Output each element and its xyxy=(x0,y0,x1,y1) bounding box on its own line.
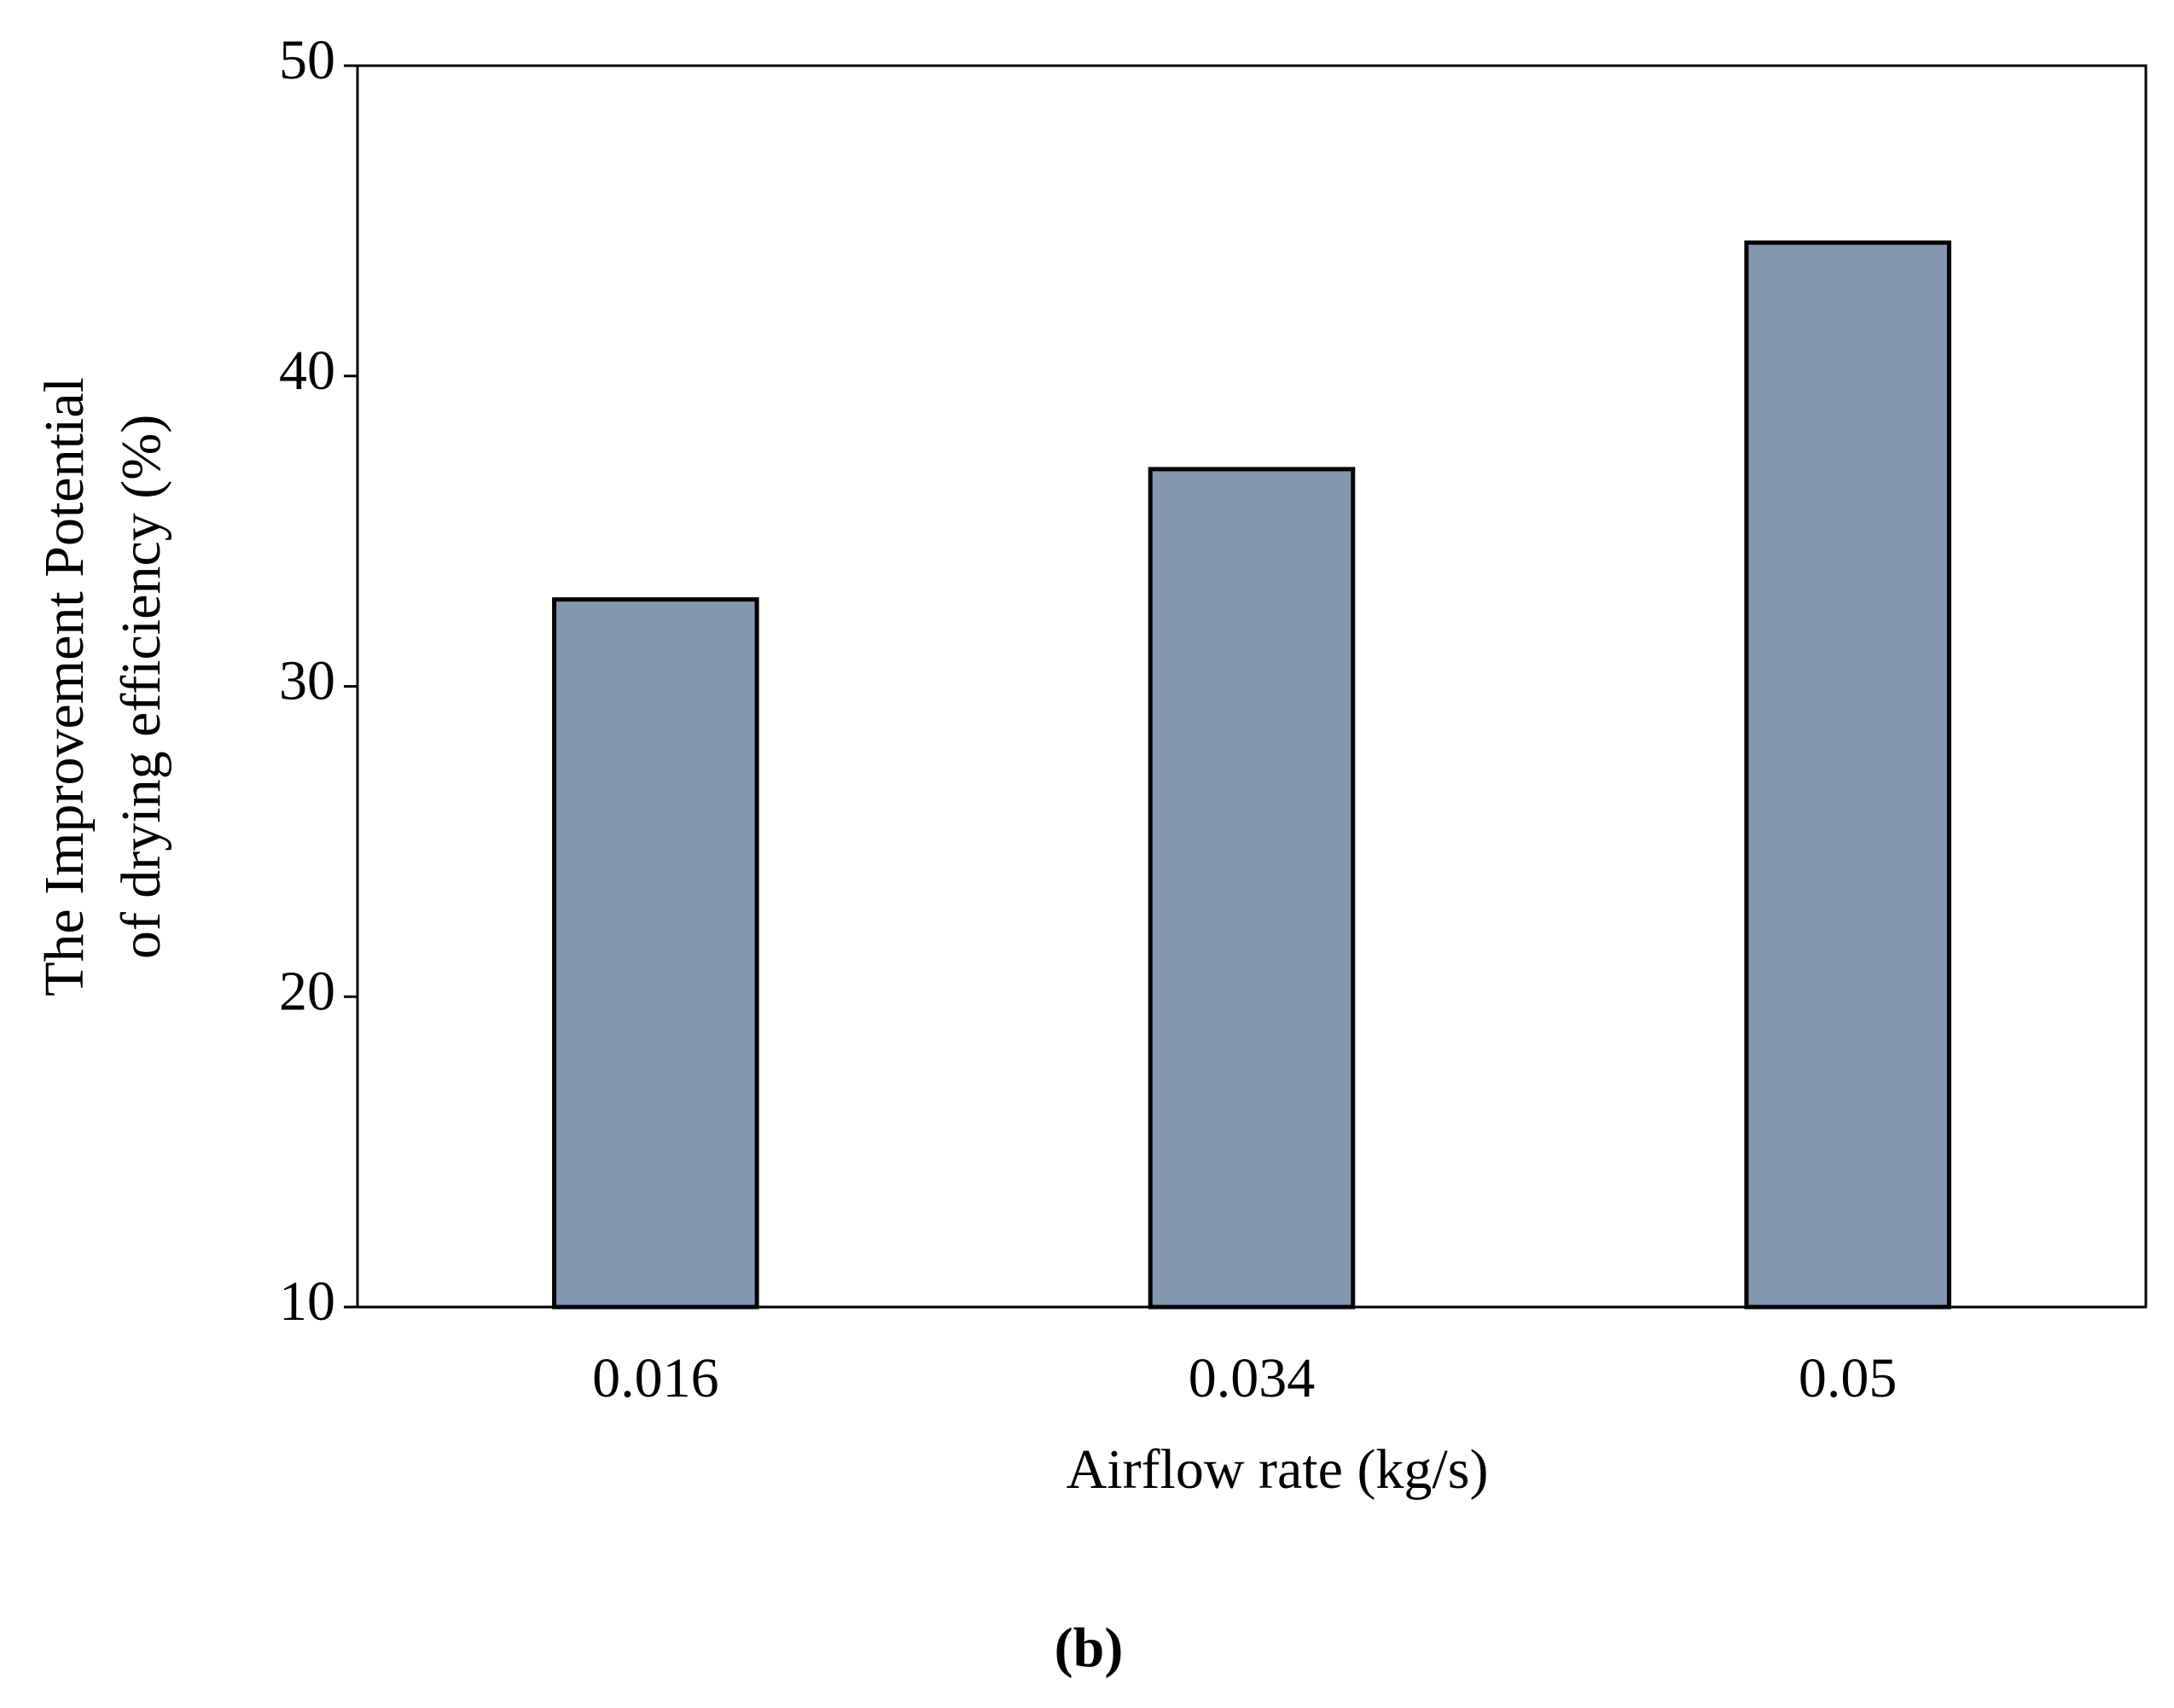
bar xyxy=(552,597,759,1310)
y-tick-label: 50 xyxy=(279,29,335,91)
y-axis-title: The Improvement Potential xyxy=(33,377,96,996)
y-tick-label: 10 xyxy=(279,1270,335,1333)
caption: (b) xyxy=(1055,1617,1124,1679)
y-tick-label: 40 xyxy=(279,340,335,402)
y-tick-label: 20 xyxy=(279,960,335,1022)
x-tick-label: 0.034 xyxy=(1189,1347,1316,1409)
x-axis-title: Airflow rate (kg/s) xyxy=(1067,1438,1489,1501)
plot-frame xyxy=(356,64,2148,1309)
bar xyxy=(1148,467,1356,1310)
x-tick-label: 0.016 xyxy=(592,1347,719,1409)
x-tick-label: 0.05 xyxy=(1799,1347,1898,1409)
y-tick-label: 30 xyxy=(279,650,335,712)
bar xyxy=(1744,240,1951,1310)
y-axis-title: of drying efficiency (%) xyxy=(110,415,172,959)
